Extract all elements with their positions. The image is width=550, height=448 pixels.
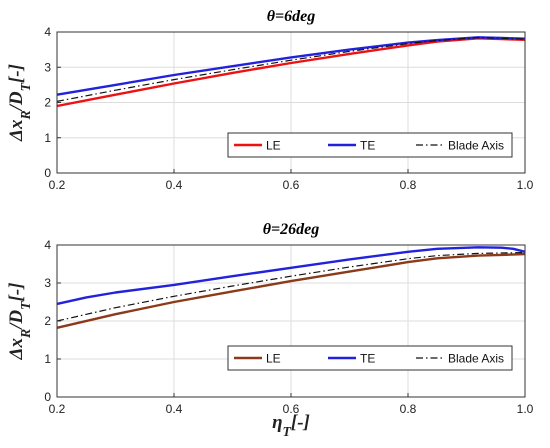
y-tick-label: 0 [44, 390, 51, 404]
legend-label: Blade Axis [448, 139, 504, 153]
x-tick-label: 0.8 [400, 178, 417, 192]
y-tick-label: 3 [44, 276, 51, 290]
y-tick-label: 0 [44, 166, 51, 180]
y-tick-label: 4 [44, 25, 51, 39]
x-axis-label: ηT[-] [272, 412, 310, 439]
legend-label: LE [266, 139, 281, 153]
series-line-blade-axis [56, 36, 526, 102]
legend-label: LE [266, 352, 281, 366]
y-tick-label: 1 [44, 352, 51, 366]
legend-label: TE [360, 352, 375, 366]
chart-title: θ=26deg [263, 221, 320, 238]
x-tick-label: 1.0 [517, 178, 534, 192]
y-tick-label: 4 [44, 238, 51, 252]
x-tick-label: 0.4 [166, 402, 183, 416]
x-tick-label: 0.4 [166, 178, 183, 192]
series-line-te [56, 246, 526, 306]
x-tick-label: 0.6 [283, 402, 300, 416]
legend-box [227, 345, 513, 371]
y-axis-label: ΔxR/DT[-] [6, 283, 33, 361]
x-tick-label: 0.2 [49, 178, 66, 192]
y-tick-label: 2 [44, 314, 51, 328]
y-tick-label: 3 [44, 60, 51, 74]
legend-label: TE [360, 139, 375, 153]
legend: LE TE Blade Axis [227, 345, 513, 371]
x-tick-label: 0.8 [400, 402, 417, 416]
y-tick-label: 1 [44, 131, 51, 145]
y-axis-label: ΔxR/DT[-] [6, 64, 33, 142]
chart-title: θ=6deg [267, 8, 316, 25]
x-tick-label: 0.6 [283, 178, 300, 192]
series-line-te [56, 36, 526, 96]
y-tick-label: 2 [44, 96, 51, 110]
x-tick-label: 0.2 [49, 402, 66, 416]
legend-label: Blade Axis [448, 352, 504, 366]
series-line-le [56, 252, 526, 329]
x-tick-label: 1.0 [517, 402, 534, 416]
chart-2: 0.2 0.4 0.6 0.8 1.0 0 1 2 3 4 θ=26deg ΔxR/DT[-] ηT[-… [6, 221, 534, 439]
legend-box [227, 132, 513, 158]
legend: LE TE Blade Axis [227, 132, 513, 158]
chart-1: 0.2 0.4 0.6 0.8 1.0 0 1 2 3 4 θ=6deg ΔxR/DT[-] LE TE B… [6, 8, 534, 192]
